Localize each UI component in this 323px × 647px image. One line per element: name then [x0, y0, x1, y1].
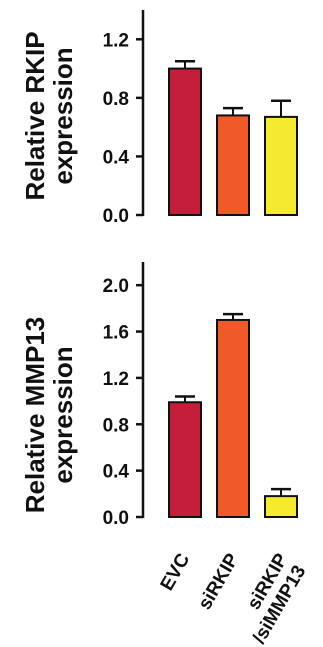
- y-axis: 0.0 0.4 0.8 1.2 1.6 2.0: [103, 262, 143, 529]
- y-tick-label: 0.4: [103, 147, 130, 168]
- y-axis-label-line-2: expression: [48, 47, 78, 184]
- bar: [217, 115, 249, 215]
- y-tick-label: 1.2: [103, 30, 129, 51]
- panel-rkip: Relative RKIP expression 0.0 0.4 0.8 1.2: [20, 10, 297, 227]
- y-tick-label: 0.8: [103, 89, 129, 110]
- category-label-sirkip: siRKIP: [195, 550, 244, 614]
- bar: [169, 402, 201, 517]
- category-label-evc: EVC: [157, 550, 195, 595]
- y-tick-label: 0.0: [103, 206, 129, 227]
- bar: [265, 117, 297, 215]
- panel-mmp13: Relative MMP13 expression 0.0 0.4 0.8 1.2 1.…: [20, 262, 297, 529]
- y-axis-label-line-2: expression: [48, 346, 78, 483]
- y-axis-label-line-1: Relative RKIP: [20, 31, 50, 200]
- y-tick-label: 1.2: [103, 369, 129, 390]
- y-tick-label: 0.4: [103, 462, 130, 483]
- bars: [169, 61, 297, 215]
- x-category-labels: EVC siRKIP siRKIP /siMMP13: [157, 550, 311, 647]
- y-tick-label: 1.6: [103, 323, 129, 344]
- bar: [169, 69, 201, 215]
- y-axis: 0.0 0.4 0.8 1.2: [103, 10, 143, 227]
- bars: [169, 314, 297, 517]
- y-tick-label: 2.0: [103, 276, 129, 297]
- y-tick-label: 0.8: [103, 415, 129, 436]
- bar: [265, 496, 297, 517]
- bar: [217, 320, 249, 517]
- y-tick-label: 0.0: [103, 508, 129, 529]
- y-axis-label-line-1: Relative MMP13: [20, 317, 50, 514]
